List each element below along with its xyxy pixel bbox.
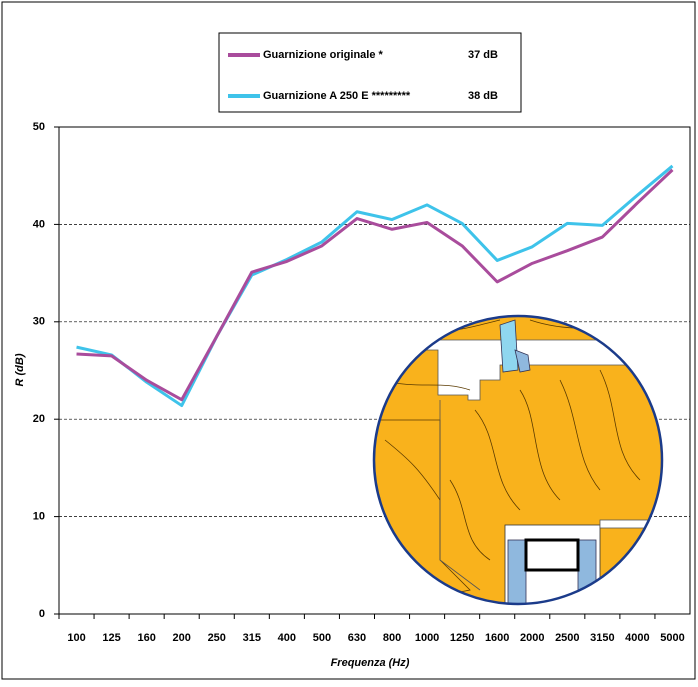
- x-tick-label: 2000: [520, 632, 544, 644]
- x-tick-label: 1000: [415, 632, 439, 644]
- legend: [218, 32, 522, 113]
- y-axis-title: R (dB): [14, 353, 26, 386]
- legend-rating: 38 dB: [468, 90, 498, 102]
- legend-rating: 37 dB: [468, 49, 498, 61]
- x-tick-label: 125: [102, 632, 120, 644]
- y-tick-label: 20: [33, 413, 45, 425]
- x-axis-title: Frequenza (Hz): [331, 657, 410, 669]
- series-line: [76, 164, 674, 408]
- y-tick-label: 30: [33, 316, 45, 328]
- legend-label: Guarnizione originale *: [263, 49, 384, 61]
- x-tick-label: 800: [383, 632, 401, 644]
- x-tick-label: 500: [313, 632, 331, 644]
- x-tick-label: 1600: [485, 632, 509, 644]
- y-tick-label: 0: [39, 608, 45, 620]
- x-tick-label: 250: [208, 632, 226, 644]
- x-tick-label: 400: [278, 632, 296, 644]
- x-tick-label: 1250: [450, 632, 474, 644]
- y-tick-label: 50: [33, 121, 45, 133]
- y-tick-label: 40: [33, 218, 45, 230]
- x-tick-label: 3150: [590, 632, 614, 644]
- x-tick-label: 630: [348, 632, 366, 644]
- y-tick-label: 10: [33, 511, 45, 523]
- x-tick-label: 4000: [625, 632, 649, 644]
- legend-label: Guarnizione A 250 E *********: [263, 90, 411, 102]
- x-tick-label: 200: [173, 632, 191, 644]
- x-tick-label: 5000: [660, 632, 684, 644]
- series-line: [76, 168, 674, 402]
- x-tick-label: 2500: [555, 632, 579, 644]
- x-tick-label: 315: [243, 632, 261, 644]
- x-tick-label: 100: [67, 632, 85, 644]
- x-tick-label: 160: [137, 632, 155, 644]
